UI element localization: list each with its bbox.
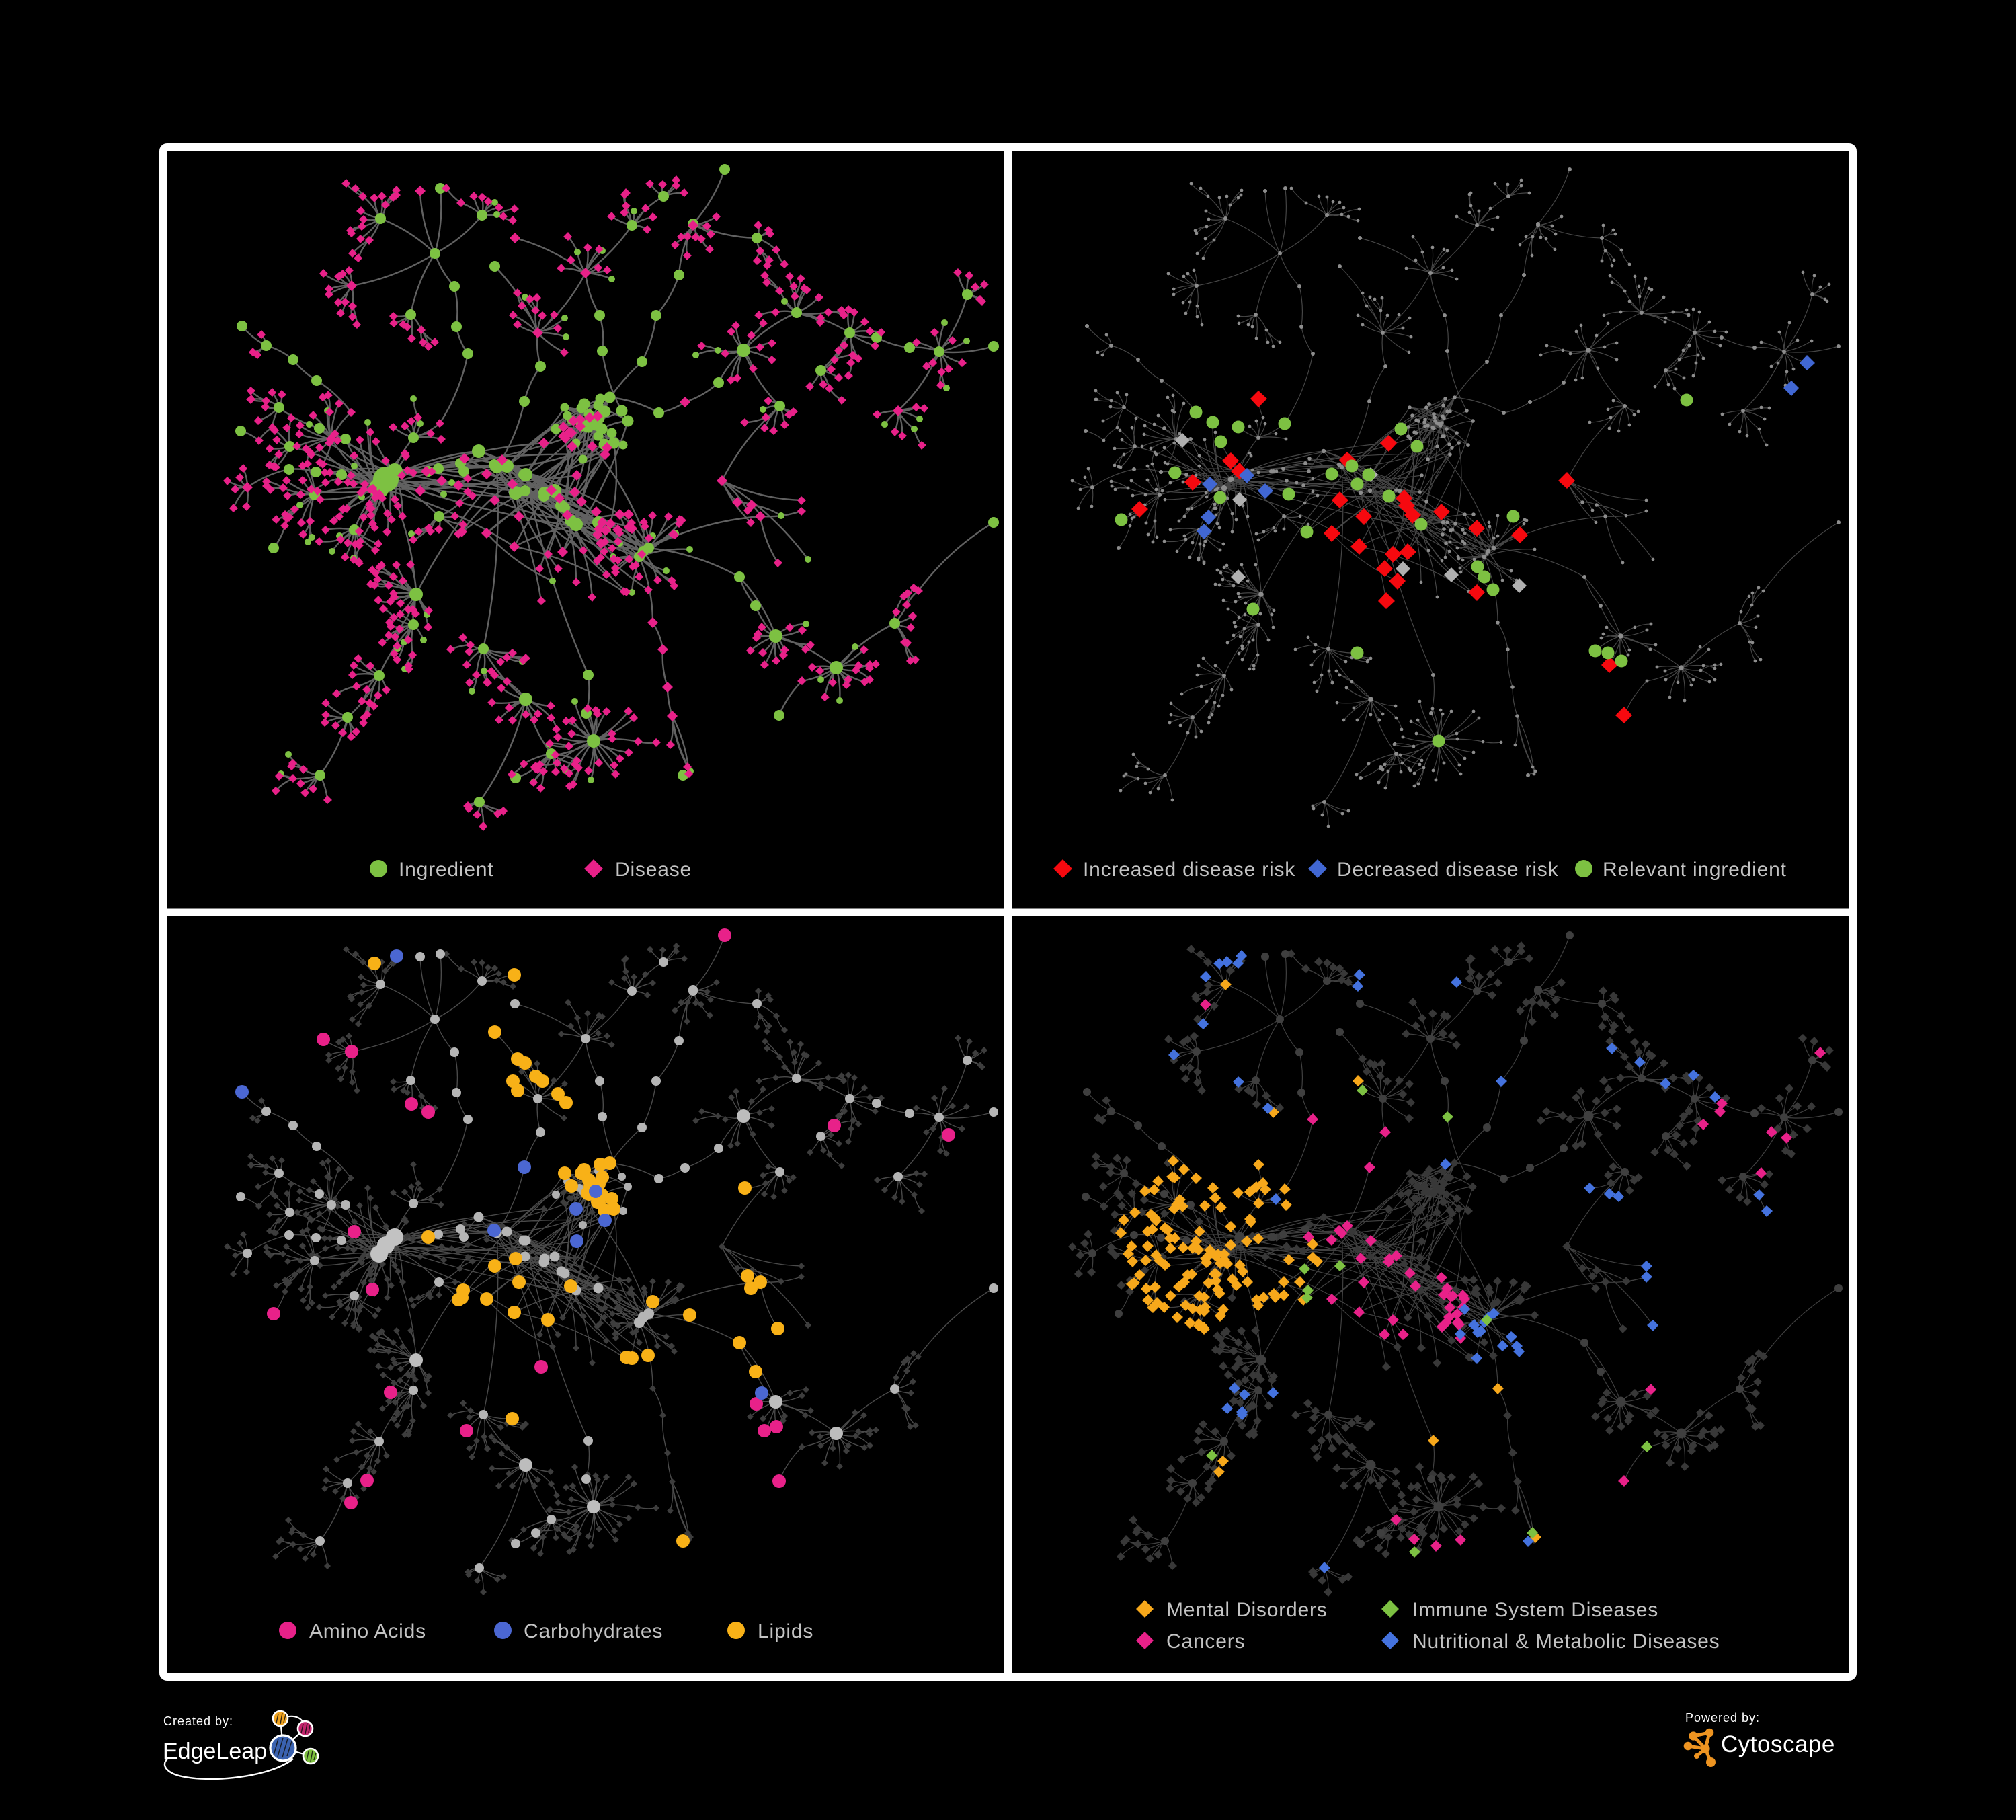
- svg-text:Ingredient: Ingredient: [399, 859, 493, 881]
- svg-text:Disease: Disease: [615, 859, 692, 881]
- svg-text:Increased disease risk: Increased disease risk: [1083, 859, 1295, 881]
- svg-text:Decreased disease risk: Decreased disease risk: [1337, 859, 1559, 881]
- svg-text:Cytoscape: Cytoscape: [1721, 1731, 1835, 1757]
- svg-text:Nutritional & Metabolic Diseas: Nutritional & Metabolic Diseases: [1412, 1630, 1720, 1653]
- svg-text:Immune System Diseases: Immune System Diseases: [1412, 1599, 1658, 1621]
- svg-text:EdgeLeap: EdgeLeap: [163, 1739, 267, 1764]
- svg-text:Created by:: Created by:: [163, 1714, 233, 1728]
- svg-text:Relevant ingredient: Relevant ingredient: [1603, 859, 1787, 881]
- svg-text:Cancers: Cancers: [1166, 1630, 1245, 1653]
- svg-text:Mental Disorders: Mental Disorders: [1166, 1599, 1328, 1621]
- svg-text:Powered by:: Powered by:: [1685, 1711, 1760, 1725]
- svg-text:Carbohydrates: Carbohydrates: [524, 1620, 663, 1643]
- svg-text:Amino Acids: Amino Acids: [309, 1620, 426, 1643]
- svg-text:Lipids: Lipids: [758, 1620, 813, 1643]
